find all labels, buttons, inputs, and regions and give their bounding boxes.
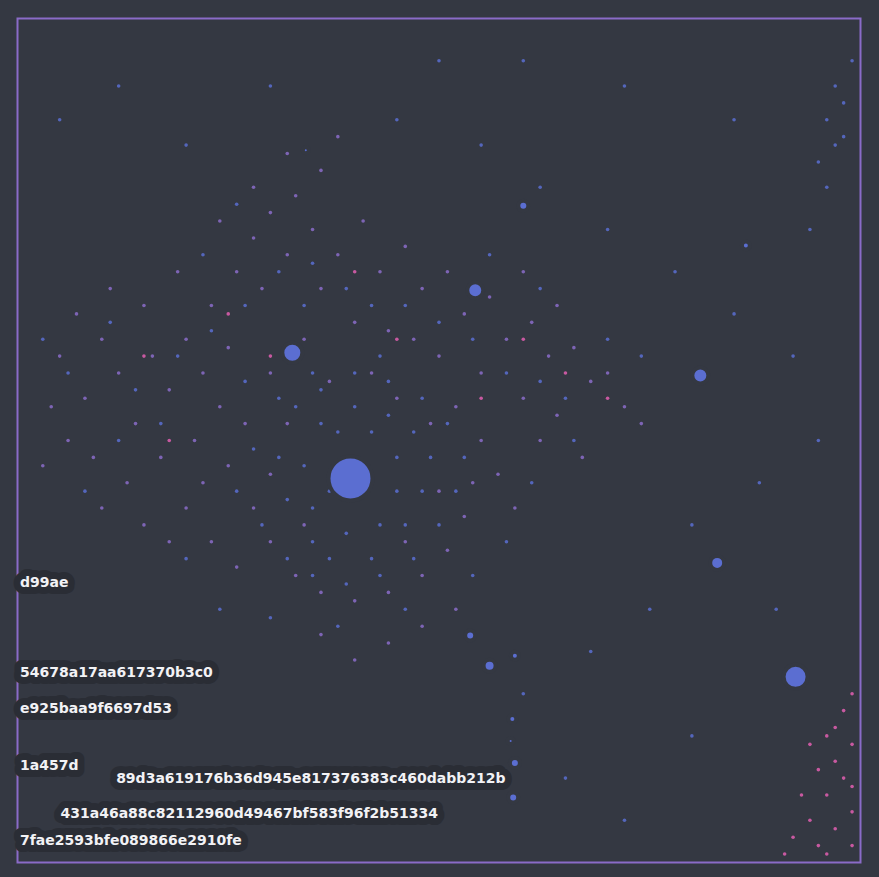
svg-text:7fae2593bfe089866e2910fe: 7fae2593bfe089866e2910fe xyxy=(20,832,242,848)
svg-text:54678a17aa617370b3c0: 54678a17aa617370b3c0 xyxy=(20,664,213,680)
svg-text:e925baa9f6697d53: e925baa9f6697d53 xyxy=(20,700,172,716)
svg-text:89d3a619176b36d945e817376383c4: 89d3a619176b36d945e817376383c460dabb212b xyxy=(116,770,505,786)
svg-text:e925baa9f6697d53: e925baa9f6697d53 xyxy=(20,700,172,716)
svg-text:d99ae: d99ae xyxy=(20,574,68,590)
svg-text:d99ae: d99ae xyxy=(20,574,68,590)
svg-text:7fae2593bfe089866e2910fe: 7fae2593bfe089866e2910fe xyxy=(20,832,242,848)
svg-text:54678a17aa617370b3c0: 54678a17aa617370b3c0 xyxy=(20,664,213,680)
svg-text:1a457d: 1a457d xyxy=(20,757,78,773)
svg-text:1a457d: 1a457d xyxy=(20,757,78,773)
svg-text:431a46a88c82112960d49467bf583f: 431a46a88c82112960d49467bf583f96f2b51334 xyxy=(60,805,438,821)
svg-text:431a46a88c82112960d49467bf583f: 431a46a88c82112960d49467bf583f96f2b51334 xyxy=(60,805,438,821)
svg-text:89d3a619176b36d945e817376383c4: 89d3a619176b36d945e817376383c460dabb212b xyxy=(116,770,505,786)
